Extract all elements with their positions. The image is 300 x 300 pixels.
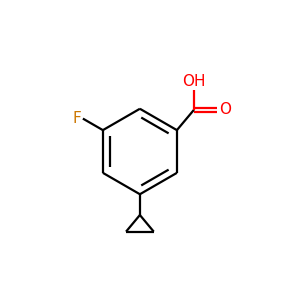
Text: F: F xyxy=(72,111,81,126)
Text: OH: OH xyxy=(182,74,206,89)
Text: O: O xyxy=(219,102,231,117)
